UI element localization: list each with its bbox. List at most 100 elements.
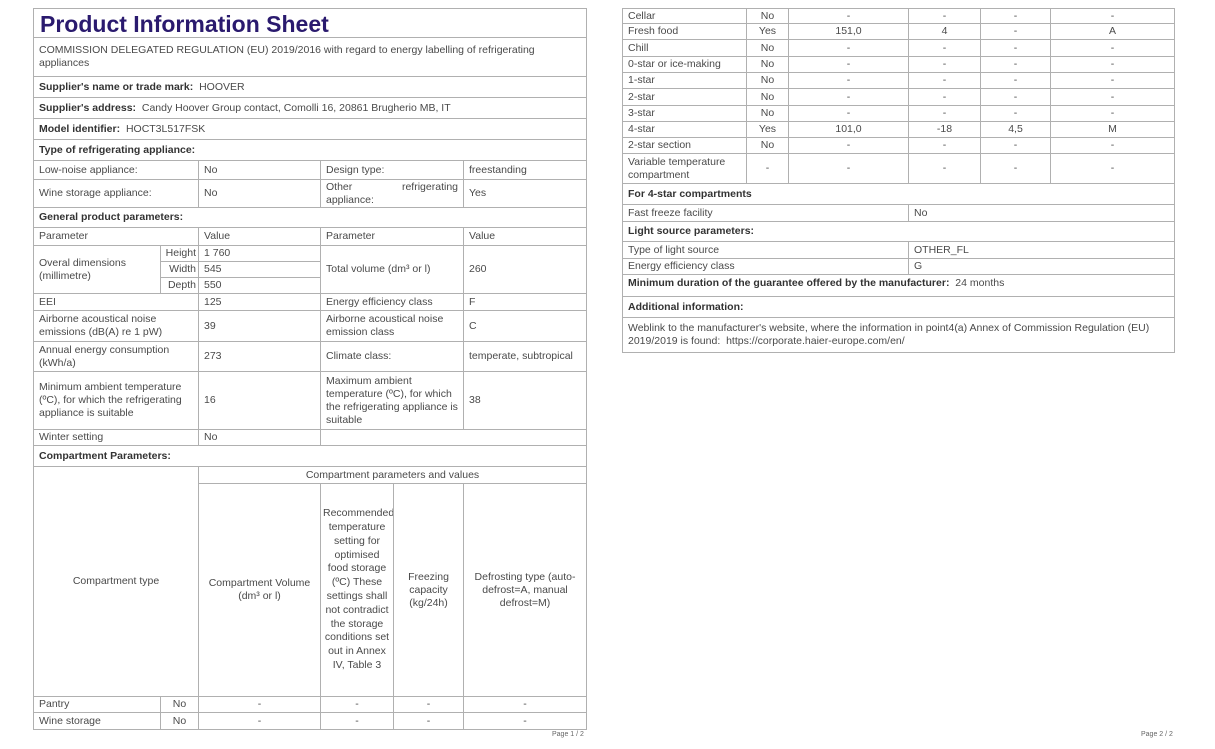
climate-value: temperate, subtropical <box>462 341 588 372</box>
compartment-defrost: - <box>1050 105 1175 122</box>
compartment-freezing: - <box>980 72 1051 89</box>
model-value: HOCT3L517FSK <box>125 122 206 135</box>
compartment-row: Pantry No - - - - <box>33 696 588 713</box>
address-row: Supplier's address: Candy Hoover Group c… <box>32 97 588 119</box>
light-heading: Light source parameters: <box>622 221 1175 242</box>
compartment-name: 3-star <box>622 105 747 122</box>
compartment-present: No <box>746 8 789 24</box>
light-type-label: Type of light source <box>622 241 909 259</box>
compartment-present: No <box>746 39 789 57</box>
compartment-freezing: - <box>393 696 464 713</box>
winter-value: No <box>198 429 321 446</box>
compartment-present: No <box>160 712 199 730</box>
compartment-volume: - <box>788 137 909 154</box>
winter-label: Winter setting <box>33 429 199 446</box>
climate-label: Climate class: <box>320 341 464 372</box>
height-value: 1 760 <box>198 245 321 262</box>
compartment-row: Variable temperature compartment - - - - - <box>622 153 1175 184</box>
compartment-freezing: - <box>980 137 1051 154</box>
compartment-temp: - <box>908 72 981 89</box>
compartment-row: 2-star No - - - - <box>622 88 1175 106</box>
height-label: Height <box>160 245 199 262</box>
light-type-value: OTHER_FL <box>908 241 1175 259</box>
light-class-label: Energy efficiency class <box>622 258 909 275</box>
weblink[interactable]: https://corporate.haier-europe.com/en/ <box>726 335 905 347</box>
low-noise-value: No <box>198 160 321 180</box>
compartment-rows-2: Cellar No - - - - Fresh food Yes 151,0 4- A Chill No… <box>622 8 1175 184</box>
compartment-present: - <box>746 153 789 184</box>
compartment-volume: - <box>788 39 909 57</box>
empty-cell <box>319 429 588 446</box>
compartment-volume: 151,0 <box>788 23 909 40</box>
col-value-2: Value <box>462 227 588 246</box>
compartment-row: Cellar No - - - - <box>622 8 1175 24</box>
fast-freeze-label: Fast freeze facility <box>622 204 909 222</box>
compartment-temp: - <box>908 88 981 106</box>
compartment-temp: - <box>908 39 981 57</box>
fast-freeze-value: No <box>908 204 1175 222</box>
volume-label: Total volume (dm³ or l) <box>320 245 464 294</box>
supplier-row: Supplier's name or trade mark: HOOVER <box>32 76 588 98</box>
four-star-heading: For 4-star compartments <box>622 183 1175 205</box>
page-title: Product Information Sheet <box>32 8 588 38</box>
compartment-freezing: - <box>980 8 1051 24</box>
compartment-present: No <box>746 56 789 73</box>
light-class-value: G <box>908 258 1175 275</box>
max-ambient-value: 38 <box>462 371 588 430</box>
compartment-name: 1-star <box>622 72 747 89</box>
comp-type-header: Compartment type <box>33 466 199 697</box>
compartment-row: 2-star section No - - - - <box>622 137 1175 154</box>
product-info-sheet-page-2: Cellar No - - - - Fresh food Yes 151,0 4- A Chill No… <box>622 8 1175 353</box>
compartment-freezing: - <box>980 56 1051 73</box>
other-value: Yes <box>462 179 588 208</box>
comp-temp-header: Recommended temperature setting for opti… <box>320 483 394 697</box>
compartment-defrost: - <box>1050 72 1175 89</box>
compartment-volume: - <box>198 696 321 713</box>
compartment-present: No <box>160 696 199 713</box>
compartment-volume: - <box>198 712 321 730</box>
wine-label: Wine storage appliance: <box>33 179 199 208</box>
supplier-value: HOOVER <box>199 80 245 93</box>
compartment-name: 2-star section <box>622 137 747 154</box>
compartment-volume: - <box>788 56 909 73</box>
compartment-temp: - <box>908 137 981 154</box>
compartment-heading: Compartment Parameters: <box>32 445 588 467</box>
compartment-defrost: A <box>1050 23 1175 40</box>
compartment-volume: - <box>788 105 909 122</box>
compartment-freezing: - <box>980 105 1051 122</box>
annual-value: 273 <box>198 341 321 372</box>
min-ambient-label: Minimum ambient temperature (ºC), for wh… <box>33 371 199 430</box>
design-label: Design type: <box>320 160 464 180</box>
eclass-label: Energy efficiency class <box>320 293 464 311</box>
volume-value: 260 <box>462 245 588 294</box>
compartment-freezing: - <box>980 88 1051 106</box>
design-value: freestanding <box>462 160 588 180</box>
guarantee-row: Minimum duration of the guarantee offere… <box>622 274 1175 297</box>
eei-value: 125 <box>198 293 321 311</box>
noise-class-value: C <box>462 310 588 342</box>
general-heading: General product parameters: <box>32 207 588 228</box>
compartment-row: 1-star No - - - - <box>622 72 1175 89</box>
col-value: Value <box>198 227 321 246</box>
compartment-name: Variable temperature compartment <box>622 153 747 184</box>
eei-label: EEI <box>33 293 199 311</box>
col-parameter-2: Parameter <box>320 227 464 246</box>
depth-label: Depth <box>160 277 199 294</box>
compartment-defrost: - <box>1050 153 1175 184</box>
supplier-label: Supplier's name or trade mark: <box>39 80 194 93</box>
compartment-rows: Pantry No - - - - Wine storage No - - - - <box>33 696 588 730</box>
compartment-present: No <box>746 88 789 106</box>
compartment-row: 4-star Yes 101,0 -18 4,5 M <box>622 121 1175 138</box>
compartment-freezing: - <box>393 712 464 730</box>
page-number-2: Page 2 / 2 <box>1141 731 1173 738</box>
compartment-defrost: - <box>462 712 588 730</box>
compartment-freezing: - <box>980 23 1051 40</box>
weblink-row: Weblink to the manufacturer's website, w… <box>622 317 1175 353</box>
width-value: 545 <box>198 261 321 278</box>
noise-label: Airborne acoustical noise emissions (dB(… <box>33 310 199 342</box>
compartment-temp: -18 <box>908 121 981 138</box>
wine-value: No <box>198 179 321 208</box>
compartment-volume: - <box>788 153 909 184</box>
eclass-value: F <box>462 293 588 311</box>
compartment-defrost: - <box>1050 8 1175 24</box>
